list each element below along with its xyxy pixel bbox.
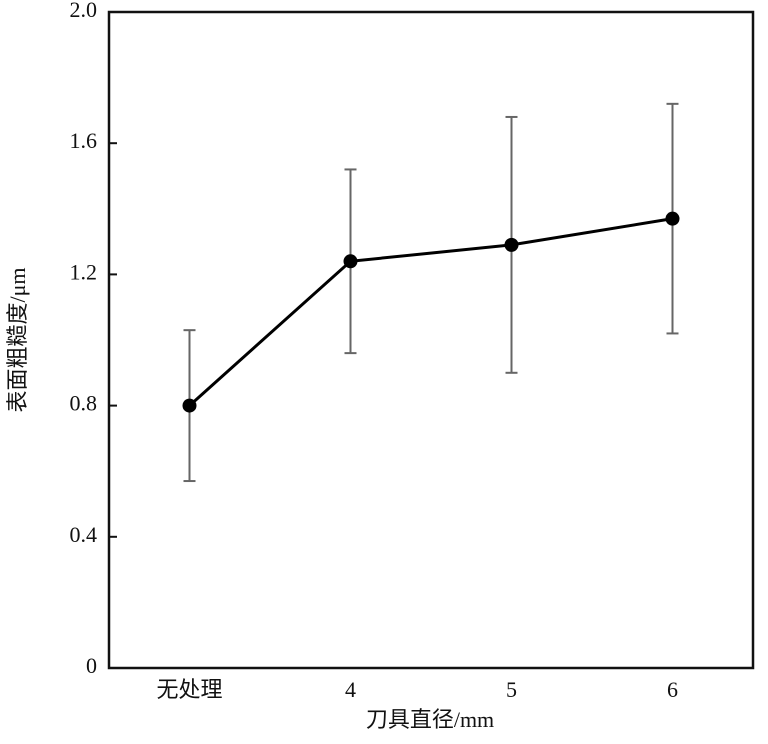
- x-tick-label: 4: [345, 677, 356, 702]
- y-tick-label: 0.8: [70, 391, 98, 416]
- y-tick-label: 1.6: [70, 128, 98, 153]
- data-point: [665, 211, 680, 226]
- y-tick-label: 0.4: [70, 522, 98, 547]
- plot-frame: [107, 10, 755, 670]
- y-tick-label: 0: [86, 653, 97, 678]
- y-axis-label: 表面粗糙度/μm: [5, 267, 30, 412]
- x-tick-label: 6: [667, 677, 678, 702]
- x-tick-label: 无处理: [156, 677, 222, 702]
- data-point: [504, 237, 519, 252]
- x-axis-label: 刀具直径/mm: [366, 707, 494, 732]
- data-line: [188, 217, 673, 407]
- x-tick-label: 5: [506, 677, 517, 702]
- data-point: [182, 398, 197, 413]
- y-tick-label: 1.2: [70, 259, 98, 284]
- data-point: [343, 254, 358, 269]
- y-tick-label: 2.0: [70, 0, 98, 22]
